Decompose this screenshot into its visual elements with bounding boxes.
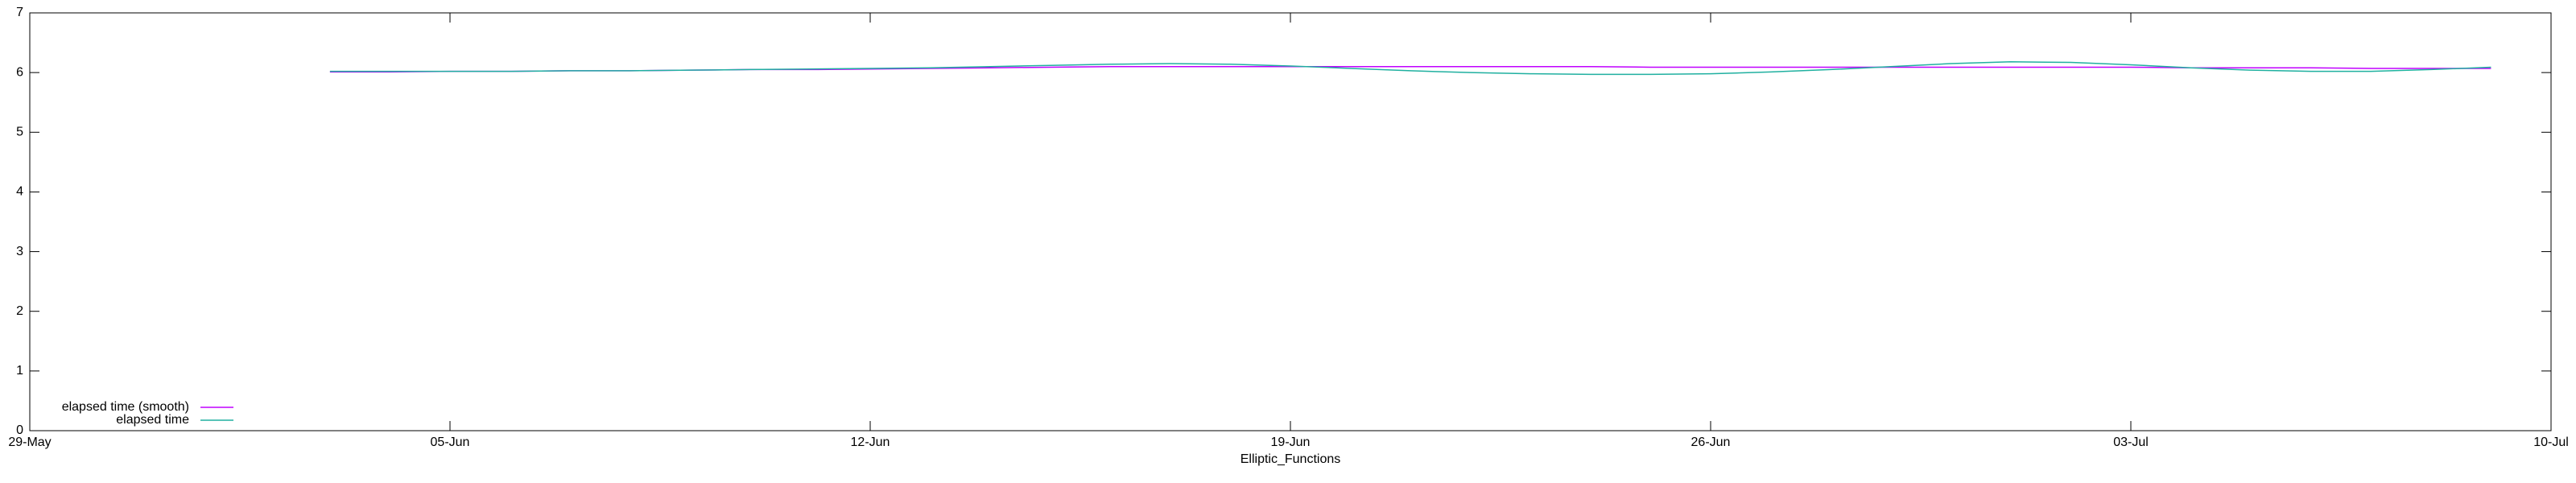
y-tick-label: 3 — [16, 245, 23, 258]
x-axis-label: Elliptic_Functions — [1241, 452, 1341, 466]
y-tick-label: 2 — [16, 304, 23, 318]
plot-frame — [29, 12, 2552, 431]
x-tick-label: 26-Jun — [1691, 436, 1731, 449]
x-tick-label: 05-Jun — [431, 436, 470, 449]
x-tick-label: 29-May — [8, 436, 51, 449]
y-tick-label: 6 — [16, 65, 23, 79]
x-tick-label: 03-Jul — [2113, 436, 2149, 449]
x-tick-label: 19-Jun — [1271, 436, 1311, 449]
data-line — [329, 61, 2491, 76]
y-tick-label: 5 — [16, 126, 23, 139]
y-tick-label: 7 — [16, 6, 23, 19]
y-tick-label: 4 — [16, 185, 23, 199]
legend-label: elapsed time — [116, 413, 189, 427]
x-tick-label: 12-Jun — [851, 436, 890, 449]
legend-label: elapsed time (smooth) — [62, 400, 189, 414]
y-tick-label: 1 — [16, 364, 23, 378]
x-tick-label: 10-Jul — [2533, 436, 2569, 449]
y-tick-label: 0 — [16, 423, 23, 437]
